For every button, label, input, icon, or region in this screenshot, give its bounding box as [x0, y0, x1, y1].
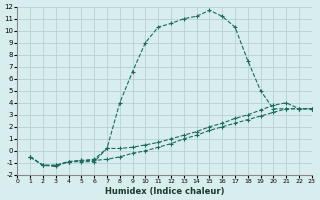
- X-axis label: Humidex (Indice chaleur): Humidex (Indice chaleur): [105, 187, 224, 196]
